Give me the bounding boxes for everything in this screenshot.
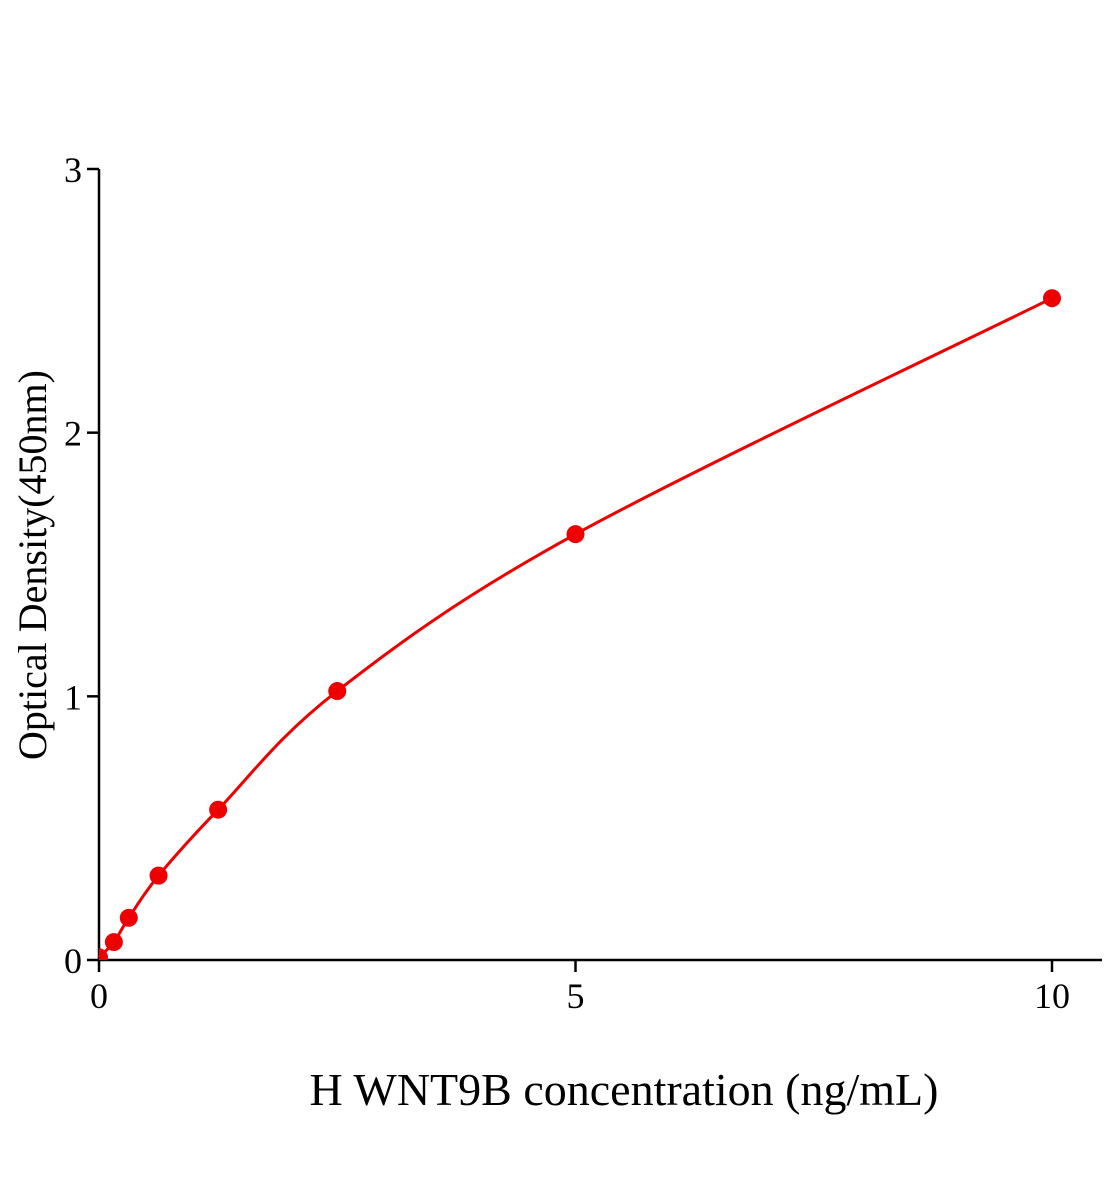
data-points (99, 289, 1061, 960)
ticks: 0 1 2 3 0 5 10 (64, 150, 1070, 1016)
x-axis-label: H WNT9B concentration (ng/mL) (310, 1064, 939, 1115)
data-point (328, 682, 347, 701)
data-point (566, 525, 585, 544)
data-point (99, 948, 108, 960)
y-tick-label: 0 (64, 941, 82, 981)
x-tick-label: 10 (1034, 976, 1070, 1016)
data-point (104, 933, 123, 952)
data-point (1043, 289, 1061, 308)
fit-curve (97, 296, 1053, 959)
data-point (119, 908, 138, 927)
axes (97, 169, 1102, 962)
y-tick-label: 1 (64, 677, 82, 717)
y-tick-label: 2 (64, 414, 82, 454)
x-tick-label: 0 (90, 976, 108, 1016)
y-tick-label: 3 (64, 150, 82, 190)
x-tick-label: 5 (567, 976, 585, 1016)
y-axis-label: Optical Density(450nm) (10, 370, 55, 760)
data-point (209, 800, 228, 819)
data-point (149, 866, 168, 885)
